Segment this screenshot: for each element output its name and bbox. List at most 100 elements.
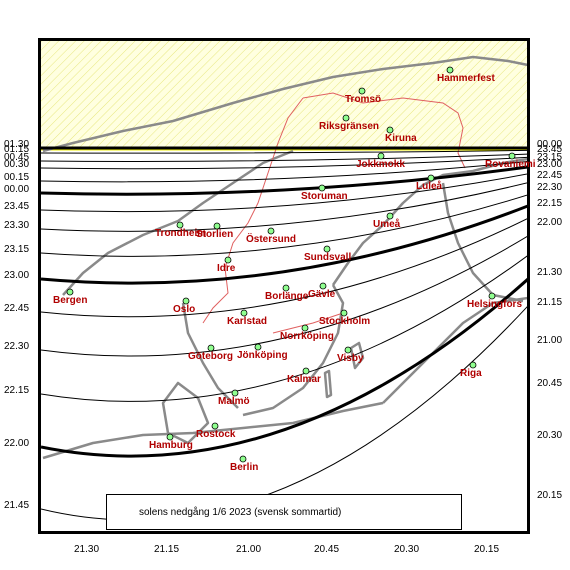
left-time-label: 00.15 bbox=[4, 172, 30, 183]
sweden-south-west bbox=[181, 302, 239, 409]
right-time-label: 21.00 bbox=[537, 335, 563, 346]
city-marker bbox=[469, 361, 477, 369]
city-label: Storuman bbox=[301, 191, 348, 202]
sweden-south-east bbox=[242, 284, 345, 417]
oland bbox=[323, 369, 333, 399]
city-marker bbox=[224, 256, 232, 264]
city-marker bbox=[301, 324, 309, 332]
city-label: Tromsö bbox=[345, 94, 382, 105]
right-time-label: 21.30 bbox=[537, 267, 563, 278]
city-marker bbox=[302, 367, 310, 375]
city-label: Bergen bbox=[53, 295, 88, 306]
isochrone-line bbox=[41, 204, 527, 285]
map-frame bbox=[38, 38, 530, 534]
right-time-label: 20.30 bbox=[537, 430, 563, 441]
city-label: Kiruna bbox=[385, 133, 417, 144]
isochrone-line bbox=[41, 255, 527, 402]
right-time-label: 00.00 bbox=[537, 139, 563, 150]
city-marker bbox=[207, 344, 215, 352]
baltic-east bbox=[382, 296, 527, 404]
city-label: Borlänge bbox=[265, 291, 309, 302]
city-label: Karlstad bbox=[227, 316, 268, 327]
map-canvas bbox=[41, 41, 527, 521]
left-time-label: 23.00 bbox=[4, 270, 30, 281]
city-label: Oslo bbox=[173, 304, 196, 315]
city-label: Riga bbox=[460, 368, 482, 379]
city-marker bbox=[344, 346, 352, 354]
isochrone-line bbox=[41, 153, 527, 162]
city-label: Trondheim bbox=[155, 228, 207, 239]
isochrone-line bbox=[41, 173, 527, 213]
city-label: Idre bbox=[217, 263, 236, 274]
city-label: Luleå bbox=[416, 181, 443, 192]
city-marker bbox=[319, 282, 327, 290]
city-label: Göteborg bbox=[188, 351, 233, 362]
longitude-label: 21.15 bbox=[154, 544, 180, 555]
right-time-label: 23.15 bbox=[537, 152, 563, 163]
left-time-label: 21.45 bbox=[4, 500, 30, 511]
city-marker bbox=[318, 184, 326, 192]
longitude-label: 20.30 bbox=[394, 544, 420, 555]
left-time-label: 22.15 bbox=[4, 385, 30, 396]
city-label: Jokkmokk bbox=[356, 159, 405, 170]
left-time-label: 22.45 bbox=[4, 303, 30, 314]
isochrone-line bbox=[41, 218, 527, 318]
left-time-label: 23.30 bbox=[4, 220, 30, 231]
finland-coast bbox=[441, 182, 524, 303]
city-marker bbox=[358, 87, 366, 95]
right-time-label: 21.15 bbox=[537, 297, 563, 308]
left-time-label: 23.15 bbox=[4, 244, 30, 255]
city-marker bbox=[446, 66, 454, 74]
right-time-label: 22.00 bbox=[537, 217, 563, 228]
left-time-label: 00.00 bbox=[4, 184, 30, 195]
left-time-label: 01.15 bbox=[4, 144, 30, 155]
city-marker bbox=[282, 284, 290, 292]
city-marker bbox=[66, 288, 74, 296]
isochrone-curves bbox=[41, 146, 527, 521]
city-label: Sundsvall bbox=[304, 252, 352, 263]
isochrone-line bbox=[41, 277, 527, 458]
city-marker bbox=[231, 389, 239, 397]
city-marker bbox=[182, 297, 190, 305]
right-time-label: 20.15 bbox=[537, 490, 563, 501]
city-label: Visby bbox=[337, 353, 364, 364]
city-label: Storlien bbox=[196, 229, 234, 240]
city-label: Berlin bbox=[230, 462, 259, 473]
left-time-label: 22.30 bbox=[4, 341, 30, 352]
right-time-label: 23.45 bbox=[537, 144, 563, 155]
city-marker bbox=[427, 174, 435, 182]
city-label: Östersund bbox=[246, 234, 297, 245]
city-label: Malmö bbox=[218, 396, 250, 407]
city-marker bbox=[342, 114, 350, 122]
map-caption: solens nedgång 1/6 2023 (svensk sommarti… bbox=[106, 494, 462, 530]
city-marker bbox=[386, 212, 394, 220]
city-label: Helsingfors bbox=[467, 299, 523, 310]
left-time-label: 23.45 bbox=[4, 201, 30, 212]
city-marker bbox=[267, 227, 275, 235]
city-label: Hammerfest bbox=[437, 73, 495, 84]
right-time-label: 22.30 bbox=[537, 182, 563, 193]
city-label: Umeå bbox=[373, 219, 401, 230]
city-label: Gävle bbox=[308, 289, 336, 300]
isochrone-line bbox=[41, 165, 527, 196]
city-label: Rostock bbox=[196, 429, 236, 440]
city-marker bbox=[166, 433, 174, 441]
city-label: Kalmar bbox=[287, 374, 321, 385]
city-marker bbox=[377, 152, 385, 160]
city-label: Jönköping bbox=[237, 350, 288, 361]
city-label: Stockholm bbox=[319, 316, 371, 327]
longitude-label: 20.15 bbox=[474, 544, 500, 555]
coastlines bbox=[42, 55, 527, 460]
city-marker bbox=[508, 152, 516, 160]
longitude-label: 21.00 bbox=[236, 544, 262, 555]
isochrone-line bbox=[41, 160, 527, 183]
left-time-label: 01.30 bbox=[4, 139, 30, 150]
right-time-label: 22.45 bbox=[537, 170, 563, 181]
right-time-label: 23.00 bbox=[537, 159, 563, 170]
right-time-label: 22.15 bbox=[537, 198, 563, 209]
city-label: Norrköping bbox=[280, 331, 334, 342]
city-marker bbox=[240, 309, 248, 317]
city-marker bbox=[211, 422, 219, 430]
city-marker bbox=[239, 455, 247, 463]
isochrone-line bbox=[41, 156, 527, 170]
